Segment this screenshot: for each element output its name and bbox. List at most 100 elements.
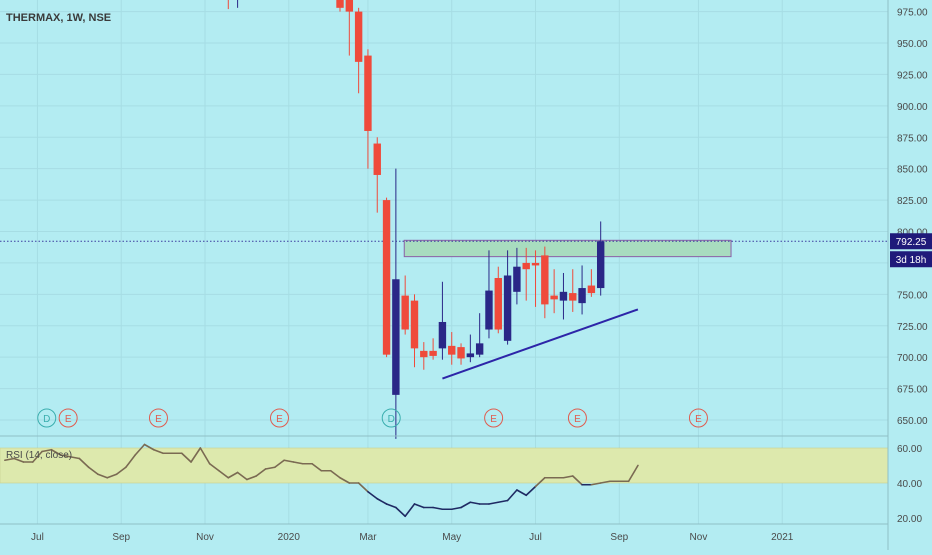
resistance-zone-layer — [0, 239, 888, 258]
candle-body — [354, 11, 363, 62]
rsi-line-segment — [264, 466, 276, 470]
price-tick-label: 750.00 — [897, 290, 928, 301]
rsi-line-segment — [534, 476, 546, 488]
rsi-line-segment — [115, 466, 127, 476]
rsi-line-segment — [153, 448, 164, 455]
rsi-tick-label: 20.00 — [897, 514, 922, 525]
time-tick-label: 2021 — [771, 532, 794, 543]
candle-body — [485, 290, 493, 330]
event-marker-label: E — [155, 414, 162, 425]
rsi-legend: RSI (14, close) — [6, 450, 72, 461]
rsi-line-segment — [385, 503, 397, 509]
candle-body — [587, 285, 596, 294]
rsi-line-segment — [208, 462, 220, 472]
rsi-line-segment — [516, 489, 528, 497]
rsi-line-segment — [506, 489, 518, 502]
candle-body — [494, 278, 502, 330]
candle-body — [410, 300, 419, 349]
rsi-line-segment — [255, 468, 267, 477]
rsi-line-segment — [627, 464, 639, 483]
rsi-line-segment — [404, 503, 416, 518]
candle-body — [596, 241, 605, 289]
symbol-title: THERMAX, 1W, NSE — [6, 12, 111, 24]
price-tick-label: 725.00 — [897, 322, 928, 333]
earnings-marker — [567, 408, 587, 428]
earnings-marker — [148, 408, 168, 428]
candles-layer — [227, 0, 605, 439]
event-marker-label: E — [490, 414, 497, 425]
rsi-line-segment — [450, 506, 462, 511]
event-marker-label: D — [43, 414, 50, 425]
rsi-line-segment — [599, 480, 611, 484]
event-marker-label: D — [388, 414, 395, 425]
price-tick-label: 650.00 — [897, 416, 928, 427]
rsi-line-segment — [283, 459, 295, 463]
rsi-line-segment — [562, 475, 574, 479]
price-tick-label: 825.00 — [897, 196, 928, 207]
rsi-line-segment — [4, 457, 15, 462]
rsi-line-segment — [50, 448, 62, 456]
time-tick-label: Mar — [359, 532, 377, 543]
last-price-label: 792.25 — [896, 237, 927, 248]
candle-body — [364, 55, 372, 131]
candle-body — [429, 350, 437, 356]
rsi-line-segment — [367, 490, 379, 500]
support-trendline — [442, 308, 639, 380]
rsi-line-segment — [376, 497, 388, 505]
candle-body — [345, 0, 354, 12]
rsi-line-segment — [87, 466, 99, 476]
rsi-line-segment — [97, 473, 109, 479]
event-marker-label: E — [574, 414, 581, 425]
rsi-tick-label: 40.00 — [897, 479, 922, 490]
dividend-marker — [37, 408, 57, 428]
rsi-line-segment — [59, 454, 71, 458]
rsi-line-segment — [199, 447, 211, 465]
price-tick-label: 800.00 — [897, 228, 928, 239]
rsi-line-segment — [357, 482, 369, 493]
rsi-line-segment — [292, 461, 304, 465]
candle-body — [513, 266, 521, 292]
rsi-line-segment — [488, 501, 500, 505]
rsi-line-segment — [227, 471, 239, 479]
candle-body — [373, 143, 381, 175]
rsi-line-segment — [236, 471, 248, 481]
rsi-line-segment — [134, 443, 146, 456]
rsi-line-segment — [180, 452, 192, 463]
price-tick-label: 925.00 — [897, 70, 928, 81]
candle-body — [401, 295, 409, 330]
rsi-line-segment — [218, 469, 230, 479]
rsi-line-segment — [497, 499, 509, 504]
rsi-line-segment — [432, 506, 444, 511]
rsi-line-segment — [246, 475, 258, 481]
rsi-line-segment — [395, 506, 406, 518]
countdown-tag — [890, 251, 932, 268]
price-tick-label: 900.00 — [897, 102, 928, 113]
rsi-line-segment — [274, 459, 285, 469]
time-tick-label: Nov — [690, 532, 708, 543]
candle-body — [438, 321, 447, 349]
price-tick-label: 675.00 — [897, 385, 928, 396]
rsi-line-segment — [143, 443, 155, 451]
candle-body — [522, 262, 530, 270]
rsi-line-segment — [469, 501, 481, 505]
time-tick-label: Jul — [31, 532, 44, 543]
rsi-line-segment — [525, 485, 537, 497]
grid-layer — [0, 0, 888, 524]
candle-body — [336, 0, 344, 8]
candle-body — [448, 345, 456, 355]
candle-body — [475, 343, 484, 355]
price-tick-label: 850.00 — [897, 165, 928, 176]
candle-body — [457, 347, 465, 359]
candle-body — [503, 275, 512, 341]
rsi-line-segment — [78, 457, 90, 469]
rsi-line-segment — [413, 503, 425, 509]
candle-body — [550, 295, 558, 300]
resistance-zone — [403, 239, 732, 258]
candle-body — [420, 350, 428, 358]
rsi-tick-label: 60.00 — [897, 444, 922, 455]
candle-body — [382, 200, 391, 355]
